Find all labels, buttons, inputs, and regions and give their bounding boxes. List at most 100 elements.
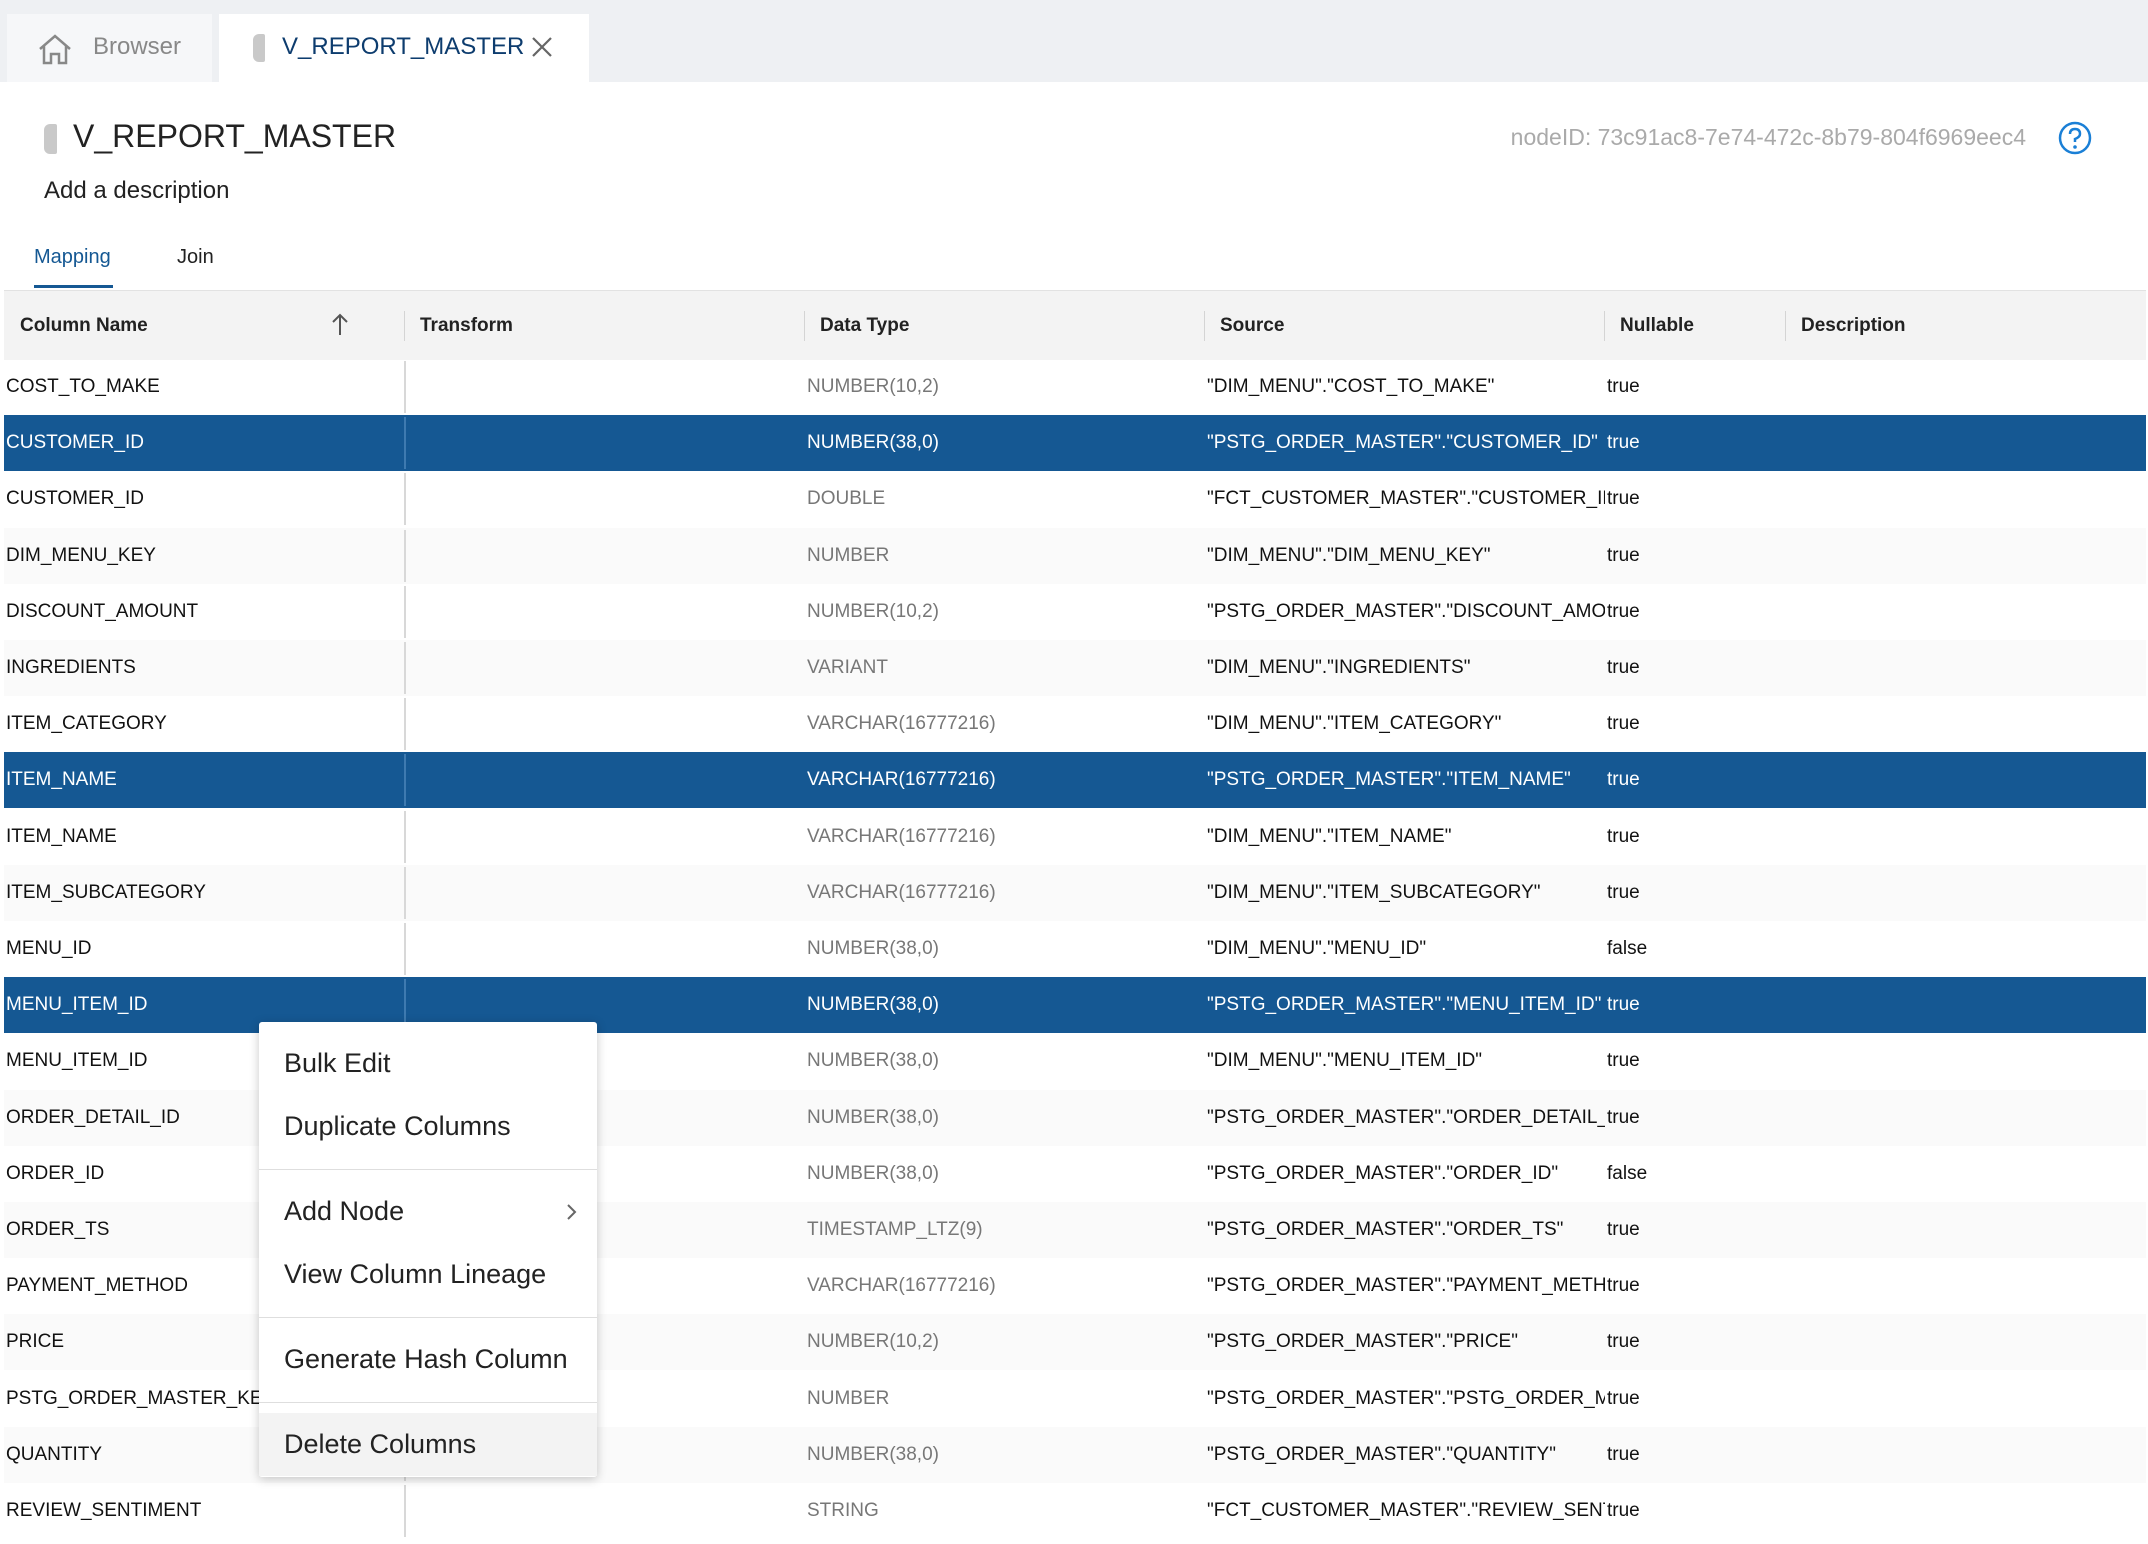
column-header[interactable]: Data Type <box>820 315 910 336</box>
source: "PSTG_ORDER_MASTER"."QUANTITY" <box>1207 1443 1556 1465</box>
data-type: NUMBER(10,2) <box>807 600 939 622</box>
nullable: true <box>1607 1500 1640 1521</box>
column-separator <box>804 311 805 341</box>
data-type: DOUBLE <box>807 488 886 510</box>
source: "PSTG_ORDER_MASTER"."DISCOUNT_AMOU <box>1207 600 1605 622</box>
column-separator <box>1204 311 1205 341</box>
cell-divider <box>404 866 406 919</box>
column-header[interactable]: Transform <box>420 315 513 336</box>
subtab-active[interactable]: Mapping <box>34 246 111 268</box>
table-row[interactable]: INGREDIENTS VARIANT "DIM_MENU"."INGREDIENT… <box>4 640 2146 696</box>
column-name: DISCOUNT_AMOUNT <box>6 600 199 622</box>
selected-row[interactable]: CUSTOMER_ID NUMBER(38,0) "PSTG_ORDER_MASTE… <box>4 415 2146 472</box>
table-row[interactable]: REVIEW_SENTIMENT STRING "FCT_CUSTOMER_MAST… <box>4 1483 2146 1539</box>
column-name: MENU_ITEM_ID <box>6 994 148 1016</box>
active-tab[interactable]: V_REPORT_MASTER <box>219 14 589 82</box>
tab-label: Browser <box>93 33 182 60</box>
nullable: true <box>1607 1443 1640 1465</box>
sort-icon[interactable] <box>330 313 350 337</box>
menu-divider <box>259 1169 597 1170</box>
table-row[interactable]: PSTG_ORDER_MASTER_KEY NUMBER "PSTG_ORDER_M… <box>4 1371 2146 1427</box>
menu-item[interactable]: Delete Columns <box>259 1413 597 1476</box>
table-header: Column Name Transform Data Type Source Nulla… <box>4 290 2146 360</box>
column-name: ORDER_ID <box>6 1162 105 1184</box>
column-name: PRICE <box>6 1331 65 1353</box>
column-name: ORDER_DETAIL_ID <box>6 1106 180 1128</box>
browser-tab[interactable]: Browser <box>7 14 212 82</box>
node-icon <box>44 124 57 154</box>
column-header[interactable]: Description <box>1801 315 1906 336</box>
selected-row[interactable]: ITEM_NAME VARCHAR(16777216) "PSTG_ORDER_MA… <box>4 752 2146 809</box>
column-header[interactable]: Column Name <box>20 315 148 336</box>
node-title: V_REPORT_MASTER <box>73 118 397 154</box>
table-row[interactable]: ITEM_NAME VARCHAR(16777216) "DIM_MENU"."IT… <box>4 809 2146 865</box>
source: "DIM_MENU"."ITEM_SUBCATEGORY" <box>1207 881 1541 903</box>
column-separator <box>1785 311 1786 341</box>
menu-item[interactable]: View Column Lineage <box>284 1259 547 1289</box>
nullable: false <box>1607 938 1648 959</box>
nullable: true <box>1607 488 1640 510</box>
table-row[interactable]: ITEM_CATEGORY VARCHAR(16777216) "DIM_MENU"… <box>4 696 2146 752</box>
cell-divider <box>404 1485 406 1537</box>
cell-divider <box>404 361 406 413</box>
table-row[interactable]: MENU_ITEM_ID NUMBER(38,0) "DIM_MENU"."MENU… <box>4 1033 2146 1089</box>
data-type: VARCHAR(16777216) <box>807 825 996 847</box>
nullable: true <box>1607 994 1640 1016</box>
table-row[interactable]: ITEM_SUBCATEGORY VARCHAR(16777216) "DIM_ME… <box>4 864 2146 921</box>
menu-item[interactable]: Bulk Edit <box>284 1048 391 1078</box>
source: "PSTG_ORDER_MASTER"."PSTG_ORDER_MA <box>1207 1387 1605 1409</box>
data-type: VARCHAR(16777216) <box>807 1275 996 1297</box>
table-row[interactable]: DISCOUNT_AMOUNT NUMBER(10,2) "PSTG_ORDER_M… <box>4 584 2146 640</box>
data-type: NUMBER(38,0) <box>807 1106 939 1128</box>
nullable: true <box>1607 1106 1640 1128</box>
column-name: ITEM_NAME <box>6 825 117 847</box>
column-separator <box>404 311 405 341</box>
column-name: ITEM_CATEGORY <box>6 713 167 735</box>
data-type: VARCHAR(16777216) <box>807 713 996 735</box>
menu-divider <box>259 1317 597 1318</box>
column-header[interactable]: Source <box>1220 315 1285 336</box>
subtab[interactable]: Join <box>177 246 214 268</box>
data-type: NUMBER(38,0) <box>807 432 939 454</box>
nullable: true <box>1607 769 1640 791</box>
cell-divider <box>404 754 406 807</box>
column-header[interactable]: Nullable <box>1620 315 1694 336</box>
cell-divider <box>404 923 406 975</box>
table-row[interactable]: COST_TO_MAKE NUMBER(10,2) "DIM_MENU"."COST… <box>4 359 2146 415</box>
menu-item[interactable]: Duplicate Columns <box>284 1111 511 1141</box>
source: "DIM_MENU"."ITEM_NAME" <box>1207 825 1452 847</box>
source: "DIM_MENU"."COST_TO_MAKE" <box>1207 376 1495 397</box>
nullable: true <box>1607 713 1640 735</box>
data-type: VARIANT <box>807 657 888 678</box>
column-name: PSTG_ORDER_MASTER_KEY <box>6 1387 276 1409</box>
node-icon <box>253 34 265 62</box>
table-row[interactable]: CUSTOMER_ID DOUBLE "FCT_CUSTOMER_MASTER"."… <box>4 471 2146 527</box>
source: "PSTG_ORDER_MASTER"."ORDER_TS" <box>1207 1219 1564 1240</box>
source: "DIM_MENU"."INGREDIENTS" <box>1207 657 1471 678</box>
tab-label: V_REPORT_MASTER <box>282 33 525 60</box>
menu-item[interactable]: Generate Hash Column <box>284 1344 568 1374</box>
nullable: true <box>1607 657 1640 678</box>
cell-divider <box>404 810 406 863</box>
column-name: DIM_MENU_KEY <box>6 544 156 566</box>
source: "DIM_MENU"."DIM_MENU_KEY" <box>1207 544 1491 566</box>
data-type: NUMBER(38,0) <box>807 1443 939 1465</box>
source: "PSTG_ORDER_MASTER"."ITEM_NAME" <box>1207 769 1571 791</box>
table-row[interactable]: PAYMENT_METHOD VARCHAR(16777216) "PSTG_ORD… <box>4 1258 2146 1314</box>
nullable: true <box>1607 432 1640 454</box>
column-name: CUSTOMER_ID <box>6 488 144 510</box>
data-type: NUMBER(38,0) <box>807 994 939 1016</box>
subtab-indicator <box>34 285 113 288</box>
table-row[interactable]: MENU_ID NUMBER(38,0) "DIM_MENU"."MENU_ID" f… <box>4 921 2146 977</box>
table-row[interactable]: ORDER_ID NUMBER(38,0) "PSTG_ORDER_MASTER".… <box>4 1146 2146 1202</box>
nullable: true <box>1607 1275 1640 1297</box>
description-placeholder[interactable]: Add a description <box>44 177 230 204</box>
help-icon[interactable] <box>2057 120 2093 156</box>
table-row[interactable]: DIM_MENU_KEY NUMBER "DIM_MENU"."DIM_MENU_K… <box>4 527 2146 584</box>
column-name: ITEM_NAME <box>6 769 117 791</box>
source: "PSTG_ORDER_MASTER"."CUSTOMER_ID" <box>1207 432 1598 454</box>
close-icon[interactable] <box>531 36 553 58</box>
data-type: STRING <box>807 1500 879 1521</box>
menu-item[interactable]: Add Node <box>259 1180 597 1243</box>
